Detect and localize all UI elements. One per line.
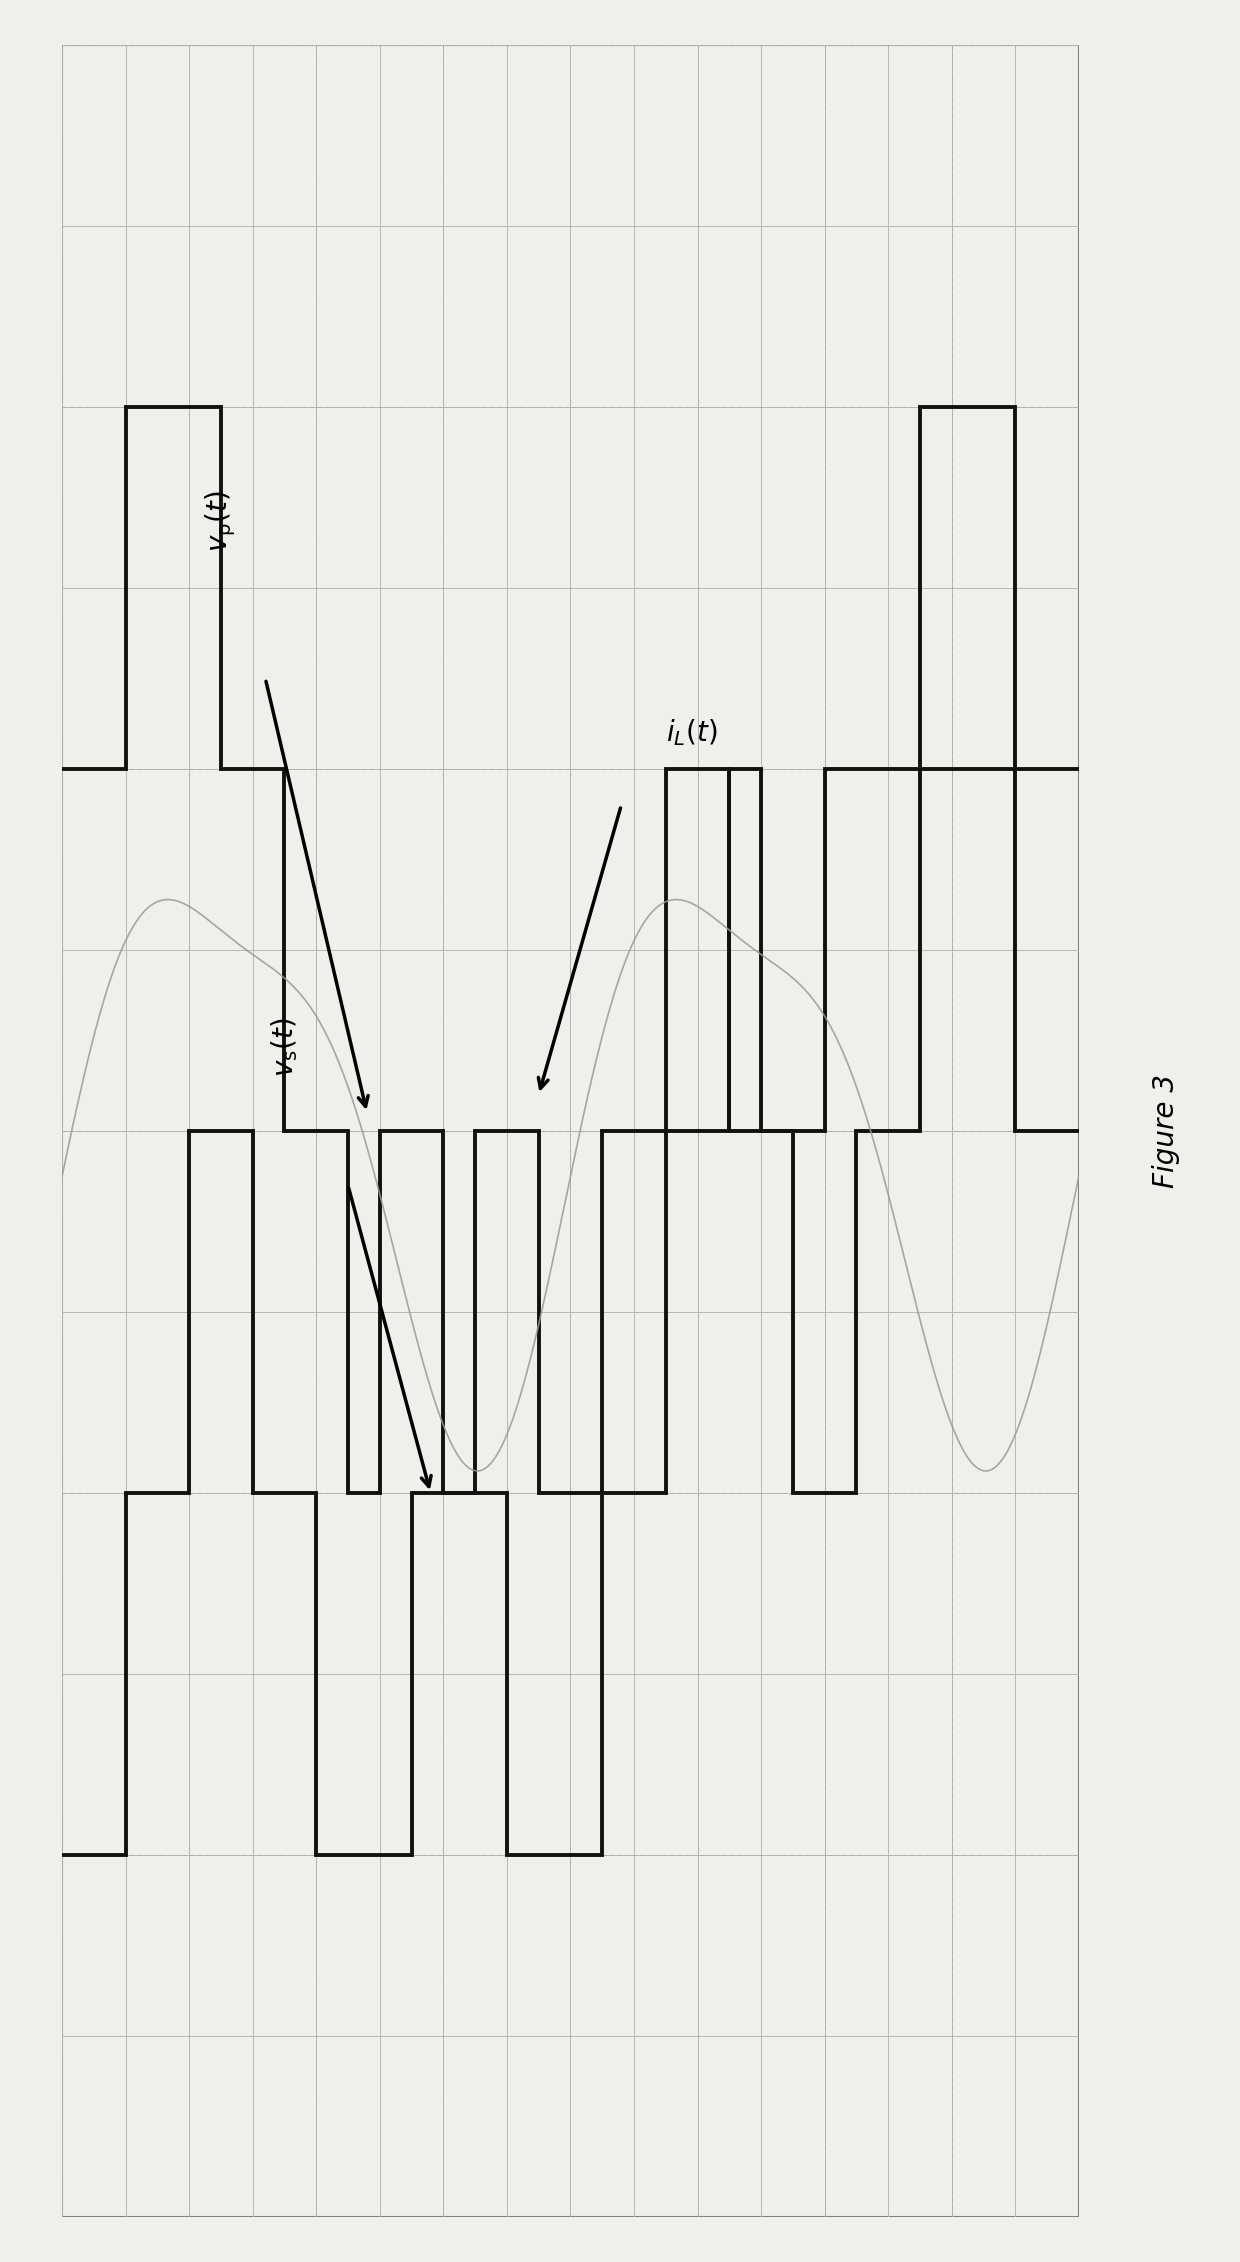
Text: $v_{\mathrm{p}}(t)$: $v_{\mathrm{p}}(t)$ xyxy=(203,491,238,552)
Text: $i_L(t)$: $i_L(t)$ xyxy=(666,717,717,749)
Text: Figure 3: Figure 3 xyxy=(1152,1074,1179,1188)
Text: $v_{\mathrm{s}}(t)$: $v_{\mathrm{s}}(t)$ xyxy=(269,1018,300,1077)
